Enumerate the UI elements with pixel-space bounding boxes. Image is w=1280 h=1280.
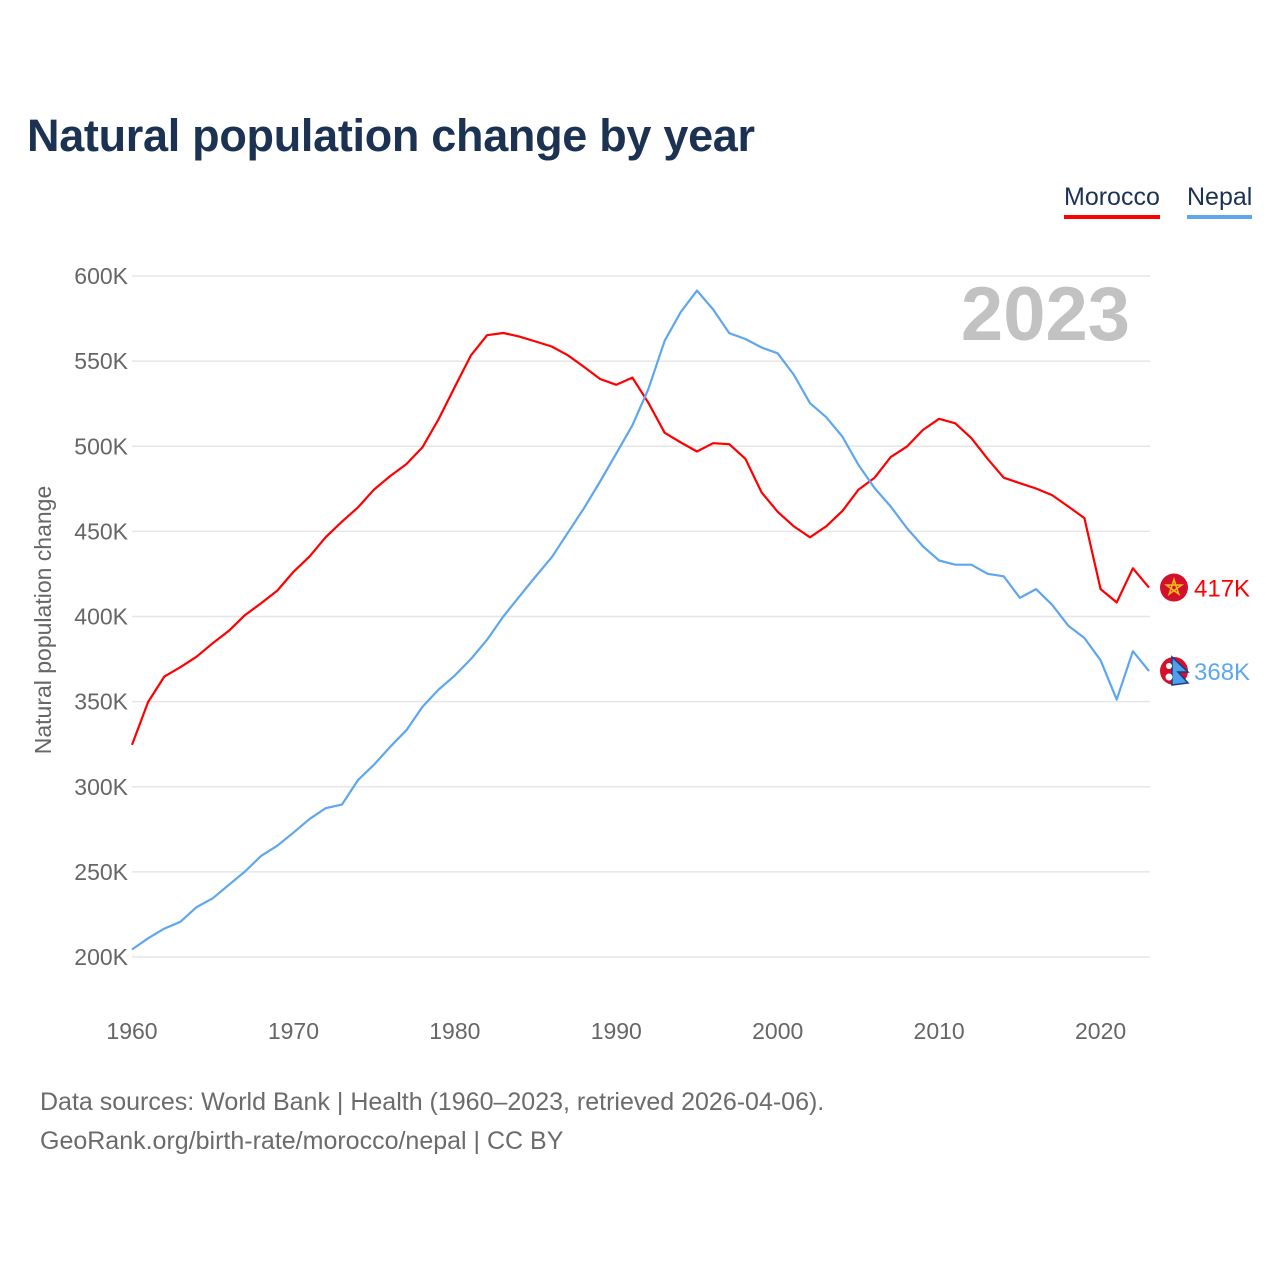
y-tick-label: 200K [74, 944, 128, 970]
x-tick-label: 1980 [429, 1018, 480, 1044]
x-tick-label: 1970 [268, 1018, 319, 1044]
y-tick-label: 350K [74, 689, 128, 715]
y-tick-label: 250K [74, 859, 128, 885]
x-tick-label: 2010 [914, 1018, 965, 1044]
y-tick-label: 450K [74, 518, 128, 544]
series-end-labels: 417K 368K [1160, 573, 1250, 686]
gridlines [132, 275, 1150, 958]
y-axis-title: Natural population change [30, 486, 56, 755]
y-tick-label: 500K [74, 433, 128, 459]
end-label-morocco: 417K [1194, 576, 1250, 603]
x-tick-label: 2020 [1075, 1018, 1126, 1044]
legend-item-morocco[interactable]: Morocco [1064, 183, 1160, 219]
x-axis-ticks: 1960 1970 1980 1990 2000 2010 2020 [106, 1018, 1126, 1044]
x-tick-label: 1960 [106, 1018, 157, 1044]
chart-title: Natural population change by year [27, 110, 755, 161]
morocco-flag-icon [1160, 573, 1188, 602]
legend-item-nepal[interactable]: Nepal [1187, 183, 1253, 219]
y-tick-label: 550K [74, 348, 128, 374]
series-lines [130, 289, 1150, 951]
series-line-morocco[interactable] [130, 331, 1150, 746]
year-watermark: 2023 [961, 272, 1130, 357]
series-line-nepal[interactable] [131, 289, 1150, 951]
footer-attribution[interactable]: GeoRank.org/birth-rate/morocco/nepal | C… [40, 1127, 564, 1155]
end-label-nepal: 368K [1194, 659, 1250, 686]
footer-sources: Data sources: World Bank | Health (1960–… [40, 1088, 825, 1116]
y-axis-ticks: 200K 250K 300K 350K 400K 450K 500K 550K 600K [74, 263, 128, 970]
y-tick-label: 300K [74, 774, 128, 800]
x-tick-label: 1990 [591, 1018, 642, 1044]
y-tick-label: 400K [74, 604, 128, 630]
y-tick-label: 600K [74, 263, 128, 289]
x-tick-label: 2000 [752, 1018, 803, 1044]
nepal-flag-icon [1160, 655, 1190, 686]
